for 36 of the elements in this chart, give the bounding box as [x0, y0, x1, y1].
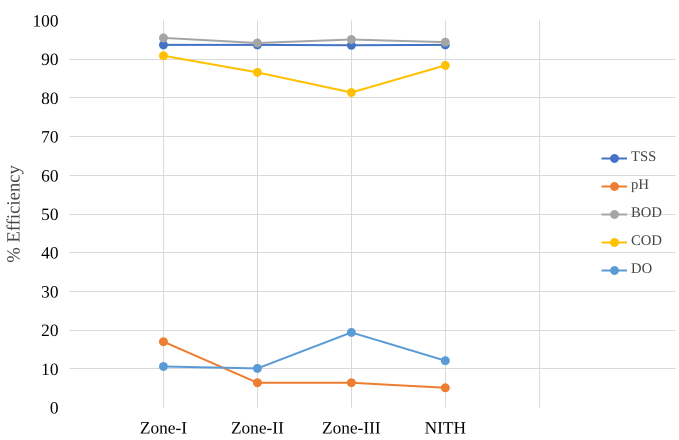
- y-tick-label: 40: [41, 244, 58, 263]
- point: [252, 378, 262, 388]
- x-tick-label: NITH: [424, 418, 466, 438]
- legend-label: BOD: [631, 205, 663, 222]
- x-tick-label: Zone-I: [140, 418, 188, 438]
- point: [252, 364, 262, 373]
- y-axis-title: % Efficiency: [4, 164, 25, 263]
- point: [158, 362, 168, 371]
- y-tick-label: 70: [41, 128, 58, 147]
- y-tick-label: 100: [32, 12, 59, 30]
- x-tick-label: Zone-II: [230, 418, 284, 438]
- point: [158, 51, 168, 60]
- legend-label: pH: [631, 177, 650, 194]
- legend-label: COD: [631, 233, 663, 250]
- point: [158, 33, 168, 42]
- y-tick-label: 30: [41, 282, 58, 302]
- point: [158, 337, 168, 346]
- y-tick-label: 0: [50, 398, 59, 418]
- point: [346, 328, 356, 337]
- point: [440, 383, 450, 392]
- y-tick-label: 20: [41, 321, 58, 340]
- point: [440, 38, 450, 47]
- point: [346, 88, 356, 97]
- point: [346, 34, 356, 44]
- y-tick-label: 80: [41, 88, 58, 108]
- y-tick-label: 50: [41, 205, 58, 224]
- point: [440, 60, 450, 70]
- y-tick-label: 60: [41, 166, 58, 186]
- y-tick-label: 10: [41, 360, 58, 379]
- point: [252, 68, 262, 77]
- legend-label: DO: [631, 261, 654, 278]
- point: [440, 356, 450, 366]
- y-tick-label: 90: [41, 50, 58, 70]
- point: [346, 378, 356, 388]
- legend-label: TSS: [631, 149, 658, 166]
- x-tick-label: Zone-III: [322, 418, 381, 438]
